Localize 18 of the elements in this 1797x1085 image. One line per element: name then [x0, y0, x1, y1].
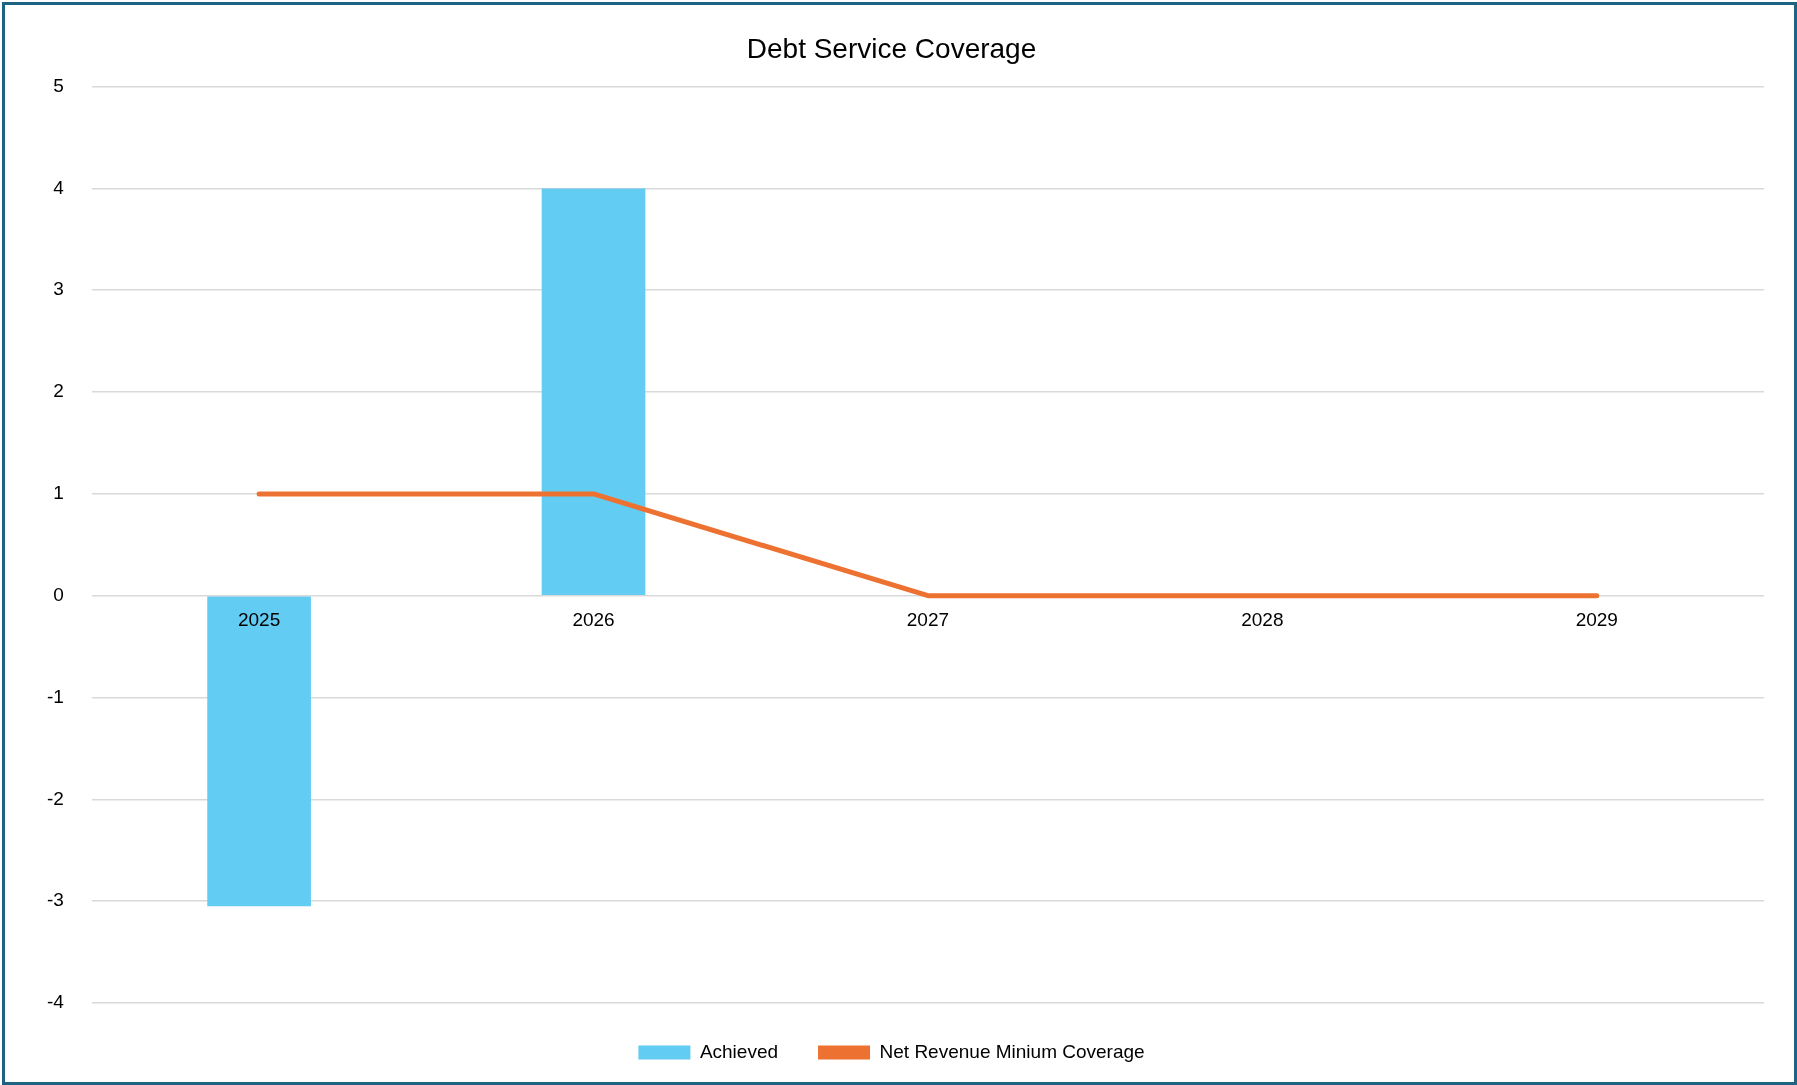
x-tick-label: 2025 — [237, 609, 281, 631]
y-tick-label: 0 — [53, 583, 64, 605]
x-tick-label: 2027 — [906, 609, 950, 631]
legend-label: Achieved — [699, 1040, 779, 1062]
x-tick-label: 2029 — [1575, 609, 1618, 631]
legend-label: Net Revenue Minium Coverage — [879, 1040, 1145, 1062]
y-tick-label: 2 — [53, 380, 64, 402]
y-tick-label: -2 — [46, 787, 64, 809]
x-tick-label: 2026 — [572, 609, 615, 631]
y-tick-label: 1 — [53, 482, 64, 504]
y-tick-label: 4 — [53, 176, 65, 198]
y-tick-label: -3 — [46, 889, 64, 911]
chart-title: Debt Service Coverage — [746, 32, 1037, 64]
y-tick-label: 5 — [53, 74, 64, 96]
y-tick-label: -1 — [46, 685, 64, 707]
x-tick-label: 2028 — [1241, 609, 1284, 631]
y-tick-label: 3 — [53, 278, 64, 300]
y-tick-label: -4 — [46, 991, 65, 1013]
